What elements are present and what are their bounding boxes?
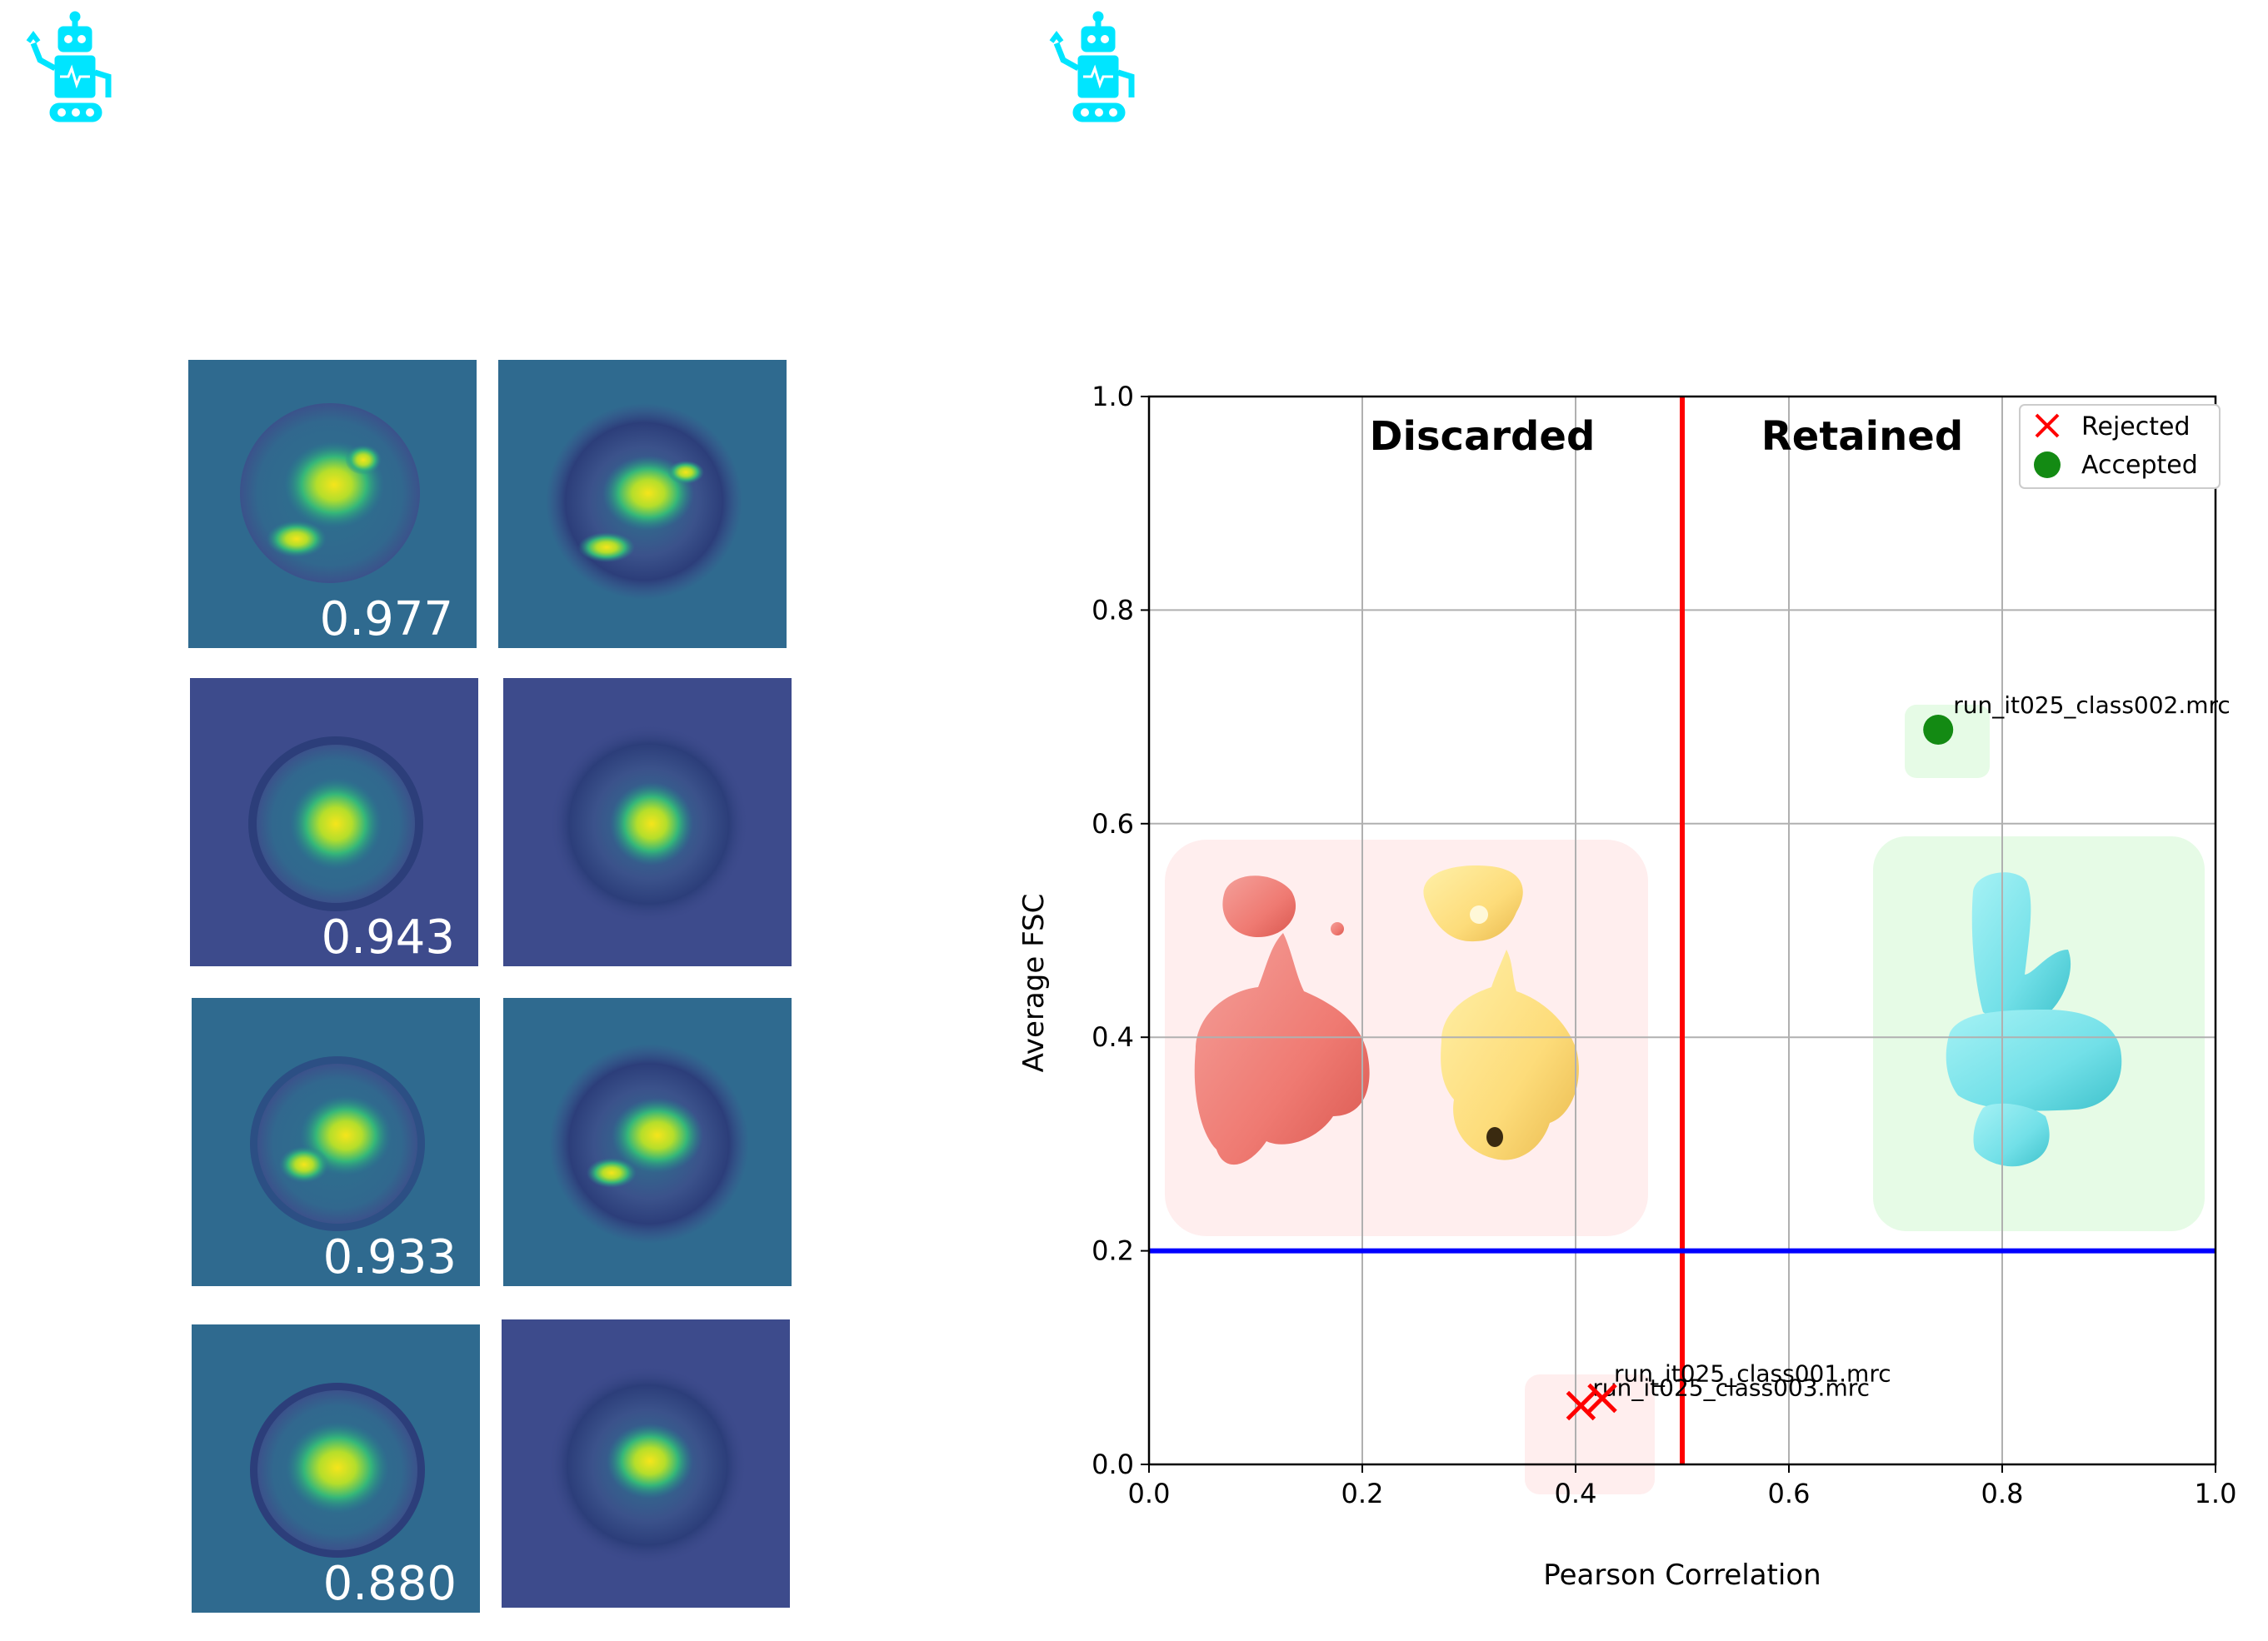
class-average-panel: 0.943 <box>190 678 478 966</box>
discarded-region-label: Discarded <box>1370 413 1596 460</box>
y-axis-label: Average FSC <box>1017 894 1051 1073</box>
y-tick-label: 0.4 <box>1092 1021 1134 1053</box>
robot-icon <box>26 11 112 122</box>
retained-region-label: Retained <box>1761 413 1963 460</box>
y-tick-label: 0.6 <box>1092 808 1134 840</box>
plot-frame <box>1147 395 2217 1466</box>
correlation-score: 0.933 <box>322 1230 457 1284</box>
rejected-point-stroke <box>1587 1383 1617 1414</box>
yellow-density-map <box>1423 865 1579 1160</box>
x-tick-label: 0.4 <box>1555 1478 1597 1509</box>
rejected-legend-marker <box>2035 413 2060 438</box>
point-label: run_it025_class003.mrc <box>1592 1374 1870 1401</box>
point-label: run_it025_class001.mrc <box>1614 1360 1891 1388</box>
y-tick-label: 1.0 <box>1092 381 1134 412</box>
x-tick-label: 0.0 <box>1128 1478 1171 1509</box>
rejected-point <box>1587 1383 1617 1414</box>
x-tick-label: 0.2 <box>1341 1478 1384 1509</box>
projection-panel <box>502 1319 790 1608</box>
class-average-panel: 0.977 <box>188 360 477 648</box>
cyan-density-map <box>1946 872 2122 1167</box>
robot-icon <box>1049 11 1135 122</box>
rejected-point-stroke <box>1566 1390 1596 1421</box>
legend: Rejected Accepted <box>2019 404 2221 489</box>
class-average-panel: 0.933 <box>192 998 480 1286</box>
projection-panel <box>503 678 792 966</box>
class-average-panel: 0.880 <box>192 1324 480 1613</box>
point-label: run_it025_class002.mrc <box>1953 691 2231 719</box>
y-tick-label: 0.2 <box>1092 1235 1134 1267</box>
x-axis-label: Pearson Correlation <box>1543 1559 1821 1592</box>
legend-label-accepted: Accepted <box>2081 451 2198 480</box>
legend-label-rejected: Rejected <box>2081 412 2191 441</box>
x-tick-label: 0.6 <box>1768 1478 1811 1509</box>
scatter-chart: run_it025_class003.mrcrun_it025_class001… <box>1017 381 2237 1592</box>
accepted-legend-marker <box>2034 451 2061 478</box>
y-tick-label: 0.0 <box>1092 1449 1134 1480</box>
correlation-score: 0.880 <box>322 1557 457 1611</box>
y-tick-label: 0.8 <box>1092 594 1134 626</box>
red-density-map <box>1194 875 1370 1165</box>
accepted-point <box>1923 714 1954 745</box>
correlation-score: 0.977 <box>319 592 453 646</box>
x-tick-label: 1.0 <box>2195 1478 2237 1509</box>
correlation-score: 0.943 <box>321 910 455 965</box>
x-tick-label: 0.8 <box>1981 1478 2024 1509</box>
projection-panel <box>503 998 792 1286</box>
rejected-point <box>1566 1390 1596 1421</box>
projection-panel <box>498 360 787 648</box>
